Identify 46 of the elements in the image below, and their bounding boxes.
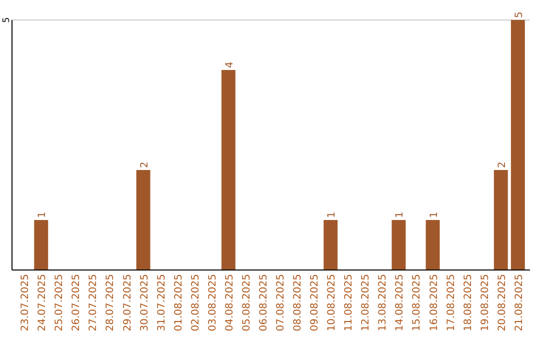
- x-tick-label: 21.08.2025: [514, 274, 525, 332]
- bar: [494, 170, 508, 270]
- x-tick-label: 29.07.2025: [122, 274, 134, 332]
- x-tick-label: 19.08.2025: [480, 274, 491, 332]
- data-label: 2: [496, 162, 508, 168]
- x-tick-label: 02.08.2025: [190, 274, 202, 332]
- x-tick-label: 20.08.2025: [496, 274, 508, 332]
- x-tick-label: 26.07.2025: [71, 274, 82, 332]
- x-tick-label: 07.08.2025: [276, 274, 287, 332]
- x-tick-label: 08.08.2025: [292, 274, 304, 332]
- x-tick-label: 17.08.2025: [446, 274, 457, 332]
- x-tick-label: 15.08.2025: [412, 274, 423, 332]
- x-tick-label: 06.08.2025: [258, 274, 270, 332]
- x-tick-label: 11.08.2025: [344, 274, 355, 332]
- x-tick-label: 14.08.2025: [394, 274, 406, 332]
- x-tick-label: 01.08.2025: [173, 274, 184, 332]
- x-tick-label: 04.08.2025: [224, 274, 236, 332]
- bar: [34, 220, 48, 270]
- x-tick-label: 28.07.2025: [105, 274, 116, 332]
- x-tick-label: 18.08.2025: [462, 274, 474, 332]
- x-tick-label: 03.08.2025: [207, 274, 218, 332]
- data-label: 5: [514, 12, 525, 18]
- data-label: 1: [428, 212, 440, 218]
- bar: [426, 220, 440, 270]
- x-tick-label: 25.07.2025: [54, 274, 66, 332]
- data-label: 1: [326, 212, 338, 218]
- x-tick-label: 30.07.2025: [139, 274, 150, 332]
- data-label: 1: [394, 212, 406, 218]
- bar: [136, 170, 150, 270]
- x-tick-label: 13.08.2025: [378, 274, 389, 332]
- data-label: 4: [224, 62, 236, 68]
- bar: [392, 220, 406, 270]
- data-label: 2: [139, 162, 150, 168]
- x-tick-label: 27.07.2025: [88, 274, 100, 332]
- x-tick-label: 16.08.2025: [428, 274, 440, 332]
- x-tick-label: 12.08.2025: [360, 274, 372, 332]
- x-tick-label: 10.08.2025: [326, 274, 338, 332]
- bar: [324, 220, 338, 270]
- bar: [510, 20, 525, 270]
- x-tick-label: 23.07.2025: [20, 274, 32, 332]
- bar: [221, 70, 236, 270]
- x-tick-label: 31.07.2025: [156, 274, 168, 332]
- x-tick-label: 24.07.2025: [37, 274, 48, 332]
- x-tick-label: 09.08.2025: [310, 274, 321, 332]
- x-tick-label: 05.08.2025: [241, 274, 252, 332]
- data-label: 1: [37, 212, 48, 218]
